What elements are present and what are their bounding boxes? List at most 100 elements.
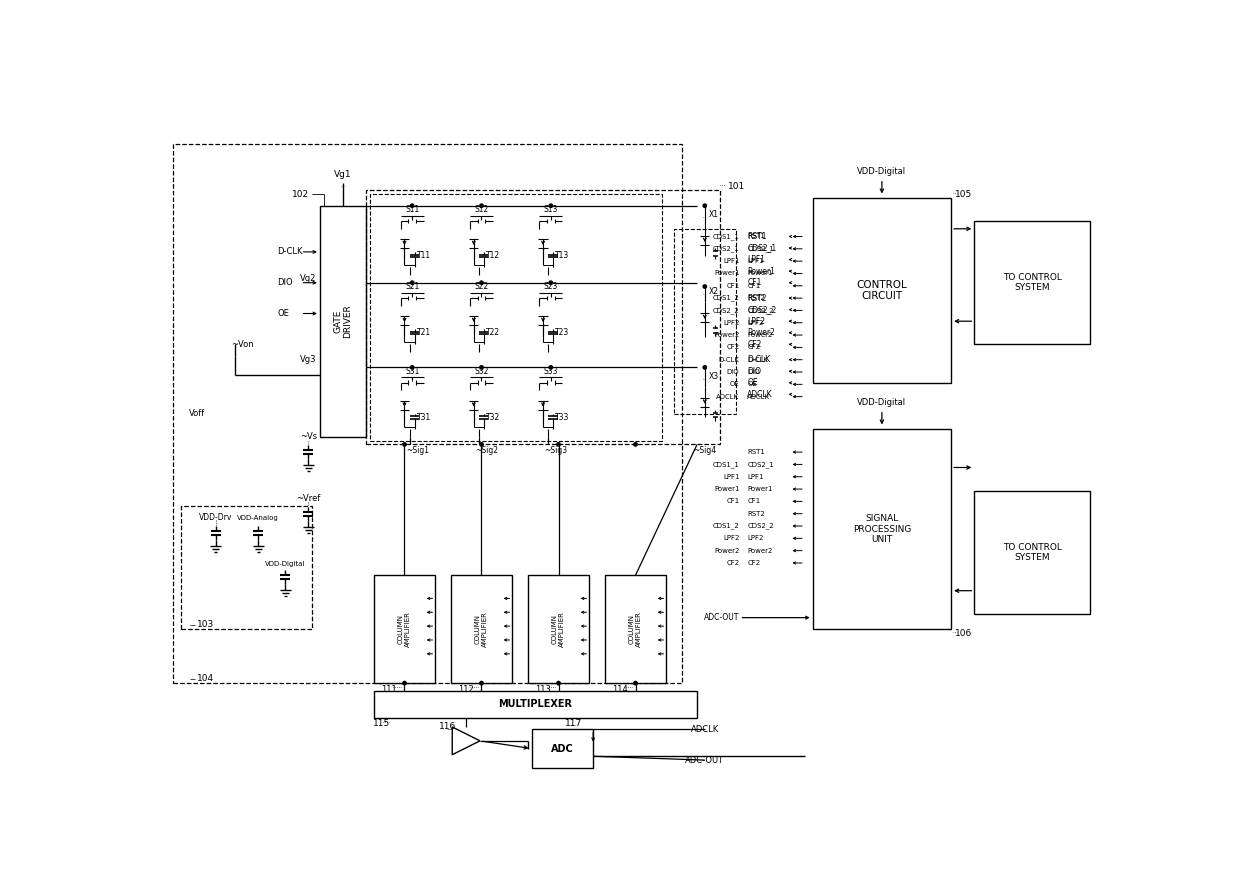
Text: GATE
DRIVER: GATE DRIVER [334,304,352,338]
Text: Voff: Voff [188,409,205,418]
Text: LPF1: LPF1 [748,473,764,480]
Text: 114: 114 [613,685,627,693]
Text: 102: 102 [291,190,309,199]
Text: 117: 117 [565,720,583,729]
Text: T12: T12 [486,252,500,260]
Text: OE: OE [278,309,289,318]
Text: Power2: Power2 [748,328,775,337]
Circle shape [410,281,414,284]
Text: CDS1_1: CDS1_1 [713,233,739,240]
Text: CDS1_1: CDS1_1 [713,461,739,468]
Circle shape [557,443,560,446]
Text: T33: T33 [556,413,569,422]
Text: LPF2: LPF2 [748,535,764,541]
Text: LPF2: LPF2 [723,535,739,541]
Circle shape [403,443,407,446]
Text: S23: S23 [543,282,558,291]
Text: Power1: Power1 [714,270,739,276]
Text: X1: X1 [708,210,719,219]
Text: S21: S21 [405,282,419,291]
Circle shape [634,443,637,446]
Text: 105: 105 [955,190,972,199]
Bar [528,576,589,683]
Text: CF2: CF2 [748,560,760,566]
Text: CDS1_2: CDS1_2 [713,295,739,302]
Text: LPF1: LPF1 [748,258,764,264]
Text: COLUMN
AMPLIFIER: COLUMN AMPLIFIER [552,612,565,647]
Text: LPF1: LPF1 [723,473,739,480]
Text: RST2: RST2 [748,510,765,517]
Text: T23: T23 [556,328,569,337]
Text: CF1: CF1 [748,278,761,287]
Circle shape [480,443,484,446]
Text: Power1: Power1 [748,486,773,492]
Text: VDD-Analog: VDD-Analog [237,515,279,521]
Text: VDD-Digital: VDD-Digital [857,398,906,407]
Text: 104: 104 [197,674,213,683]
Text: CF1: CF1 [727,498,739,504]
Text: Power1: Power1 [748,267,775,275]
Text: X3: X3 [708,372,719,381]
Text: CDS2_2: CDS2_2 [748,307,774,314]
Text: S31: S31 [405,367,419,376]
Bar [975,221,1090,344]
Circle shape [703,366,707,369]
Text: T31: T31 [417,413,430,422]
Text: T13: T13 [556,252,569,260]
Text: CF1: CF1 [727,282,739,289]
Bar [450,576,512,683]
Text: LPF1: LPF1 [748,255,765,264]
Circle shape [480,281,484,284]
Text: OE: OE [748,378,758,387]
Bar [373,576,435,683]
Text: 103: 103 [197,620,213,629]
Bar [181,506,312,629]
Text: DIO: DIO [748,369,760,375]
Text: TO CONTROL
SYSTEM: TO CONTROL SYSTEM [1003,542,1061,562]
Text: T32: T32 [486,413,500,422]
Text: RST1: RST1 [748,232,766,241]
Text: S33: S33 [543,367,558,376]
Text: 115: 115 [373,720,391,729]
Text: ADC-OUT: ADC-OUT [704,613,739,622]
Text: DIO: DIO [727,369,739,375]
Text: CF1: CF1 [748,498,760,504]
Text: CDS2_1: CDS2_1 [748,246,774,253]
Bar [370,194,662,441]
Text: OE: OE [748,381,756,387]
Text: LPF2: LPF2 [723,319,739,326]
Text: Power1: Power1 [714,486,739,492]
Text: OE: OE [729,381,739,387]
Bar [812,198,951,383]
Text: ~Von: ~Von [232,340,254,348]
Text: ADCLK: ADCLK [748,390,773,399]
Text: TO CONTROL
SYSTEM: TO CONTROL SYSTEM [1003,273,1061,292]
Bar [675,229,735,414]
Circle shape [703,285,707,289]
Text: Power2: Power2 [748,547,773,554]
Text: Vg1: Vg1 [334,171,352,180]
Bar [320,206,366,436]
Text: Vg3: Vg3 [299,356,316,364]
Circle shape [410,366,414,369]
Circle shape [703,204,707,208]
Text: RST1: RST1 [748,233,765,239]
Text: COLUMN
AMPLIFIER: COLUMN AMPLIFIER [398,612,410,647]
Text: S22: S22 [475,282,489,291]
Text: ADCLK: ADCLK [691,725,719,734]
Text: T11: T11 [417,252,430,260]
Text: S11: S11 [405,205,419,214]
Text: 111: 111 [381,685,397,693]
Text: CF2: CF2 [727,560,739,566]
Text: LPF1: LPF1 [723,258,739,264]
Text: CF2: CF2 [727,344,739,350]
Text: ADC-OUT: ADC-OUT [686,756,724,765]
Text: 116: 116 [439,722,456,731]
Text: T22: T22 [486,328,500,337]
Text: S32: S32 [475,367,489,376]
Text: ~Vref: ~Vref [296,494,320,502]
Bar [605,576,666,683]
Text: Power2: Power2 [714,332,739,338]
Text: CDS2_2: CDS2_2 [748,305,776,314]
Text: ~Vs: ~Vs [300,432,316,441]
